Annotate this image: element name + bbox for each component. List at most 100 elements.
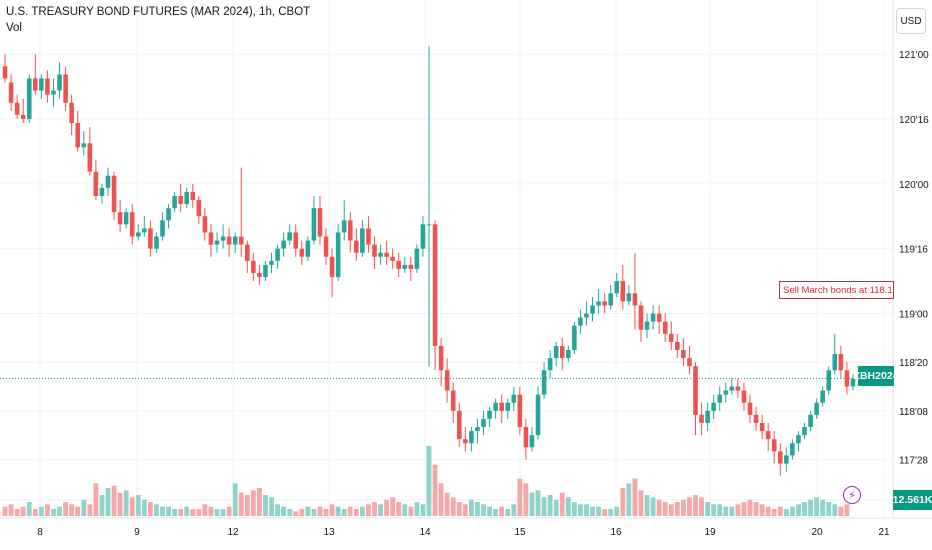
candle	[214, 232, 220, 253]
volume-bar	[238, 492, 244, 516]
volume-bar	[468, 499, 474, 516]
currency-button[interactable]: USD	[896, 8, 926, 34]
candle	[729, 378, 735, 395]
volume-bar	[135, 495, 141, 516]
price-tick-label: 119'00	[899, 310, 928, 321]
volume-bar	[226, 506, 232, 516]
candle	[741, 382, 747, 411]
volume-bar	[450, 497, 456, 516]
candle	[638, 301, 644, 342]
volume-bar	[93, 483, 99, 516]
volume-bar	[384, 499, 390, 516]
candle	[438, 337, 444, 387]
candle	[220, 224, 226, 249]
volume-bar	[172, 509, 178, 516]
volume-bar	[75, 506, 81, 516]
candle	[596, 289, 601, 314]
candle	[693, 362, 698, 436]
price-tick-label: 121'00	[899, 50, 929, 61]
volume-bar	[178, 509, 184, 516]
volume-bar	[535, 490, 541, 516]
volume-value-tag: 12.561K	[893, 490, 932, 510]
volume-bar	[293, 511, 299, 516]
volume-bar	[366, 504, 371, 516]
candle	[735, 378, 741, 399]
time-axis[interactable]: 8 9 12 13 14 15 16 19 20 21	[0, 517, 932, 538]
time-tick-label: 15	[514, 527, 526, 538]
candle	[341, 200, 347, 241]
candle	[723, 382, 729, 403]
volume-bar	[765, 506, 771, 516]
candle	[123, 208, 129, 229]
candle	[511, 386, 517, 411]
candle	[251, 252, 256, 282]
candle	[172, 191, 177, 213]
candle	[2, 54, 8, 83]
volume-bar	[644, 495, 650, 516]
volume-bar	[481, 504, 486, 516]
candle	[487, 406, 492, 428]
volume-bar	[299, 509, 305, 516]
candle	[481, 410, 486, 436]
time-tick-label: 12	[227, 527, 239, 538]
candle	[87, 127, 93, 176]
volume-bar	[250, 490, 256, 516]
volume-bar	[353, 509, 359, 516]
time-tick-label: 20	[811, 527, 823, 538]
volume-bar	[832, 504, 838, 516]
candle	[154, 232, 159, 253]
volume-bar	[565, 497, 571, 516]
volume-bar	[693, 495, 698, 516]
candle	[826, 366, 832, 395]
price-axis[interactable]: 117'18117'28118'08118'20119'00119'16120'…	[892, 0, 929, 518]
candle	[208, 224, 214, 257]
volume-bar	[8, 504, 14, 516]
candle	[644, 313, 650, 338]
candle	[444, 358, 450, 403]
volume-bar	[523, 483, 529, 516]
volume-bar	[26, 502, 32, 516]
candle	[802, 422, 807, 440]
candle	[614, 273, 620, 298]
volume-bar	[717, 504, 723, 516]
volume-bar	[275, 504, 281, 516]
candle	[566, 345, 571, 363]
candle	[675, 333, 680, 359]
candle	[747, 394, 753, 423]
lightning-icon[interactable]: ⚡	[843, 486, 861, 504]
volume-bar	[590, 506, 595, 516]
volume-bar	[511, 504, 517, 516]
candle	[784, 447, 789, 472]
candle	[838, 345, 844, 379]
volume-bar	[571, 502, 577, 516]
candle	[75, 110, 81, 152]
candle	[196, 195, 202, 225]
volume-bar	[317, 506, 323, 516]
volume-bar	[699, 497, 704, 516]
candle	[311, 195, 317, 245]
candle	[335, 224, 341, 282]
candle	[293, 224, 299, 257]
candle	[190, 183, 196, 209]
candle	[51, 78, 56, 107]
volume-bar	[141, 499, 147, 516]
price-tick-label: 120'16	[899, 115, 929, 126]
candle	[63, 66, 68, 111]
candle	[602, 293, 607, 314]
volume-indicator-label[interactable]: Vol	[6, 22, 22, 34]
candle	[93, 159, 99, 201]
candle	[814, 398, 819, 419]
candle	[275, 244, 280, 269]
grid-lines	[0, 0, 893, 518]
volume-bar	[584, 504, 589, 516]
volume-bar	[45, 504, 50, 516]
volume-bar	[741, 502, 747, 516]
volume-bar	[626, 483, 632, 516]
candle	[777, 443, 783, 476]
candles	[2, 46, 856, 476]
volume-bar	[335, 506, 341, 516]
volume-bar	[687, 497, 692, 516]
candle	[493, 398, 498, 419]
